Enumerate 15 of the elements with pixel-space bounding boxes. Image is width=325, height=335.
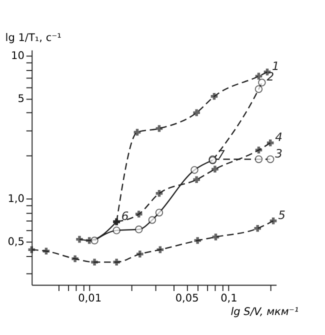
series-label: 2 (266, 70, 274, 84)
y-tick-label: 5 (18, 93, 24, 106)
series-label: 6 (121, 208, 129, 223)
y-tick-label: 1,0 (8, 193, 24, 206)
series-label: 3 (275, 146, 282, 160)
series-label: 4 (275, 130, 282, 144)
series-label: 1 (272, 59, 280, 74)
series-label: 5 (278, 208, 286, 222)
y-tick-label: 10 (11, 50, 24, 62)
x-tick-label: 0,05 (175, 292, 199, 305)
x-tick-label: 0,1 (220, 292, 238, 305)
x-axis-title: lg S/V, мкм⁻¹ (230, 306, 299, 318)
y-tick-label: 0,5 (8, 236, 24, 248)
x-tick-label: 0,01 (78, 292, 102, 305)
y-axis-title: lg 1/T₁, с⁻¹ (5, 32, 62, 44)
